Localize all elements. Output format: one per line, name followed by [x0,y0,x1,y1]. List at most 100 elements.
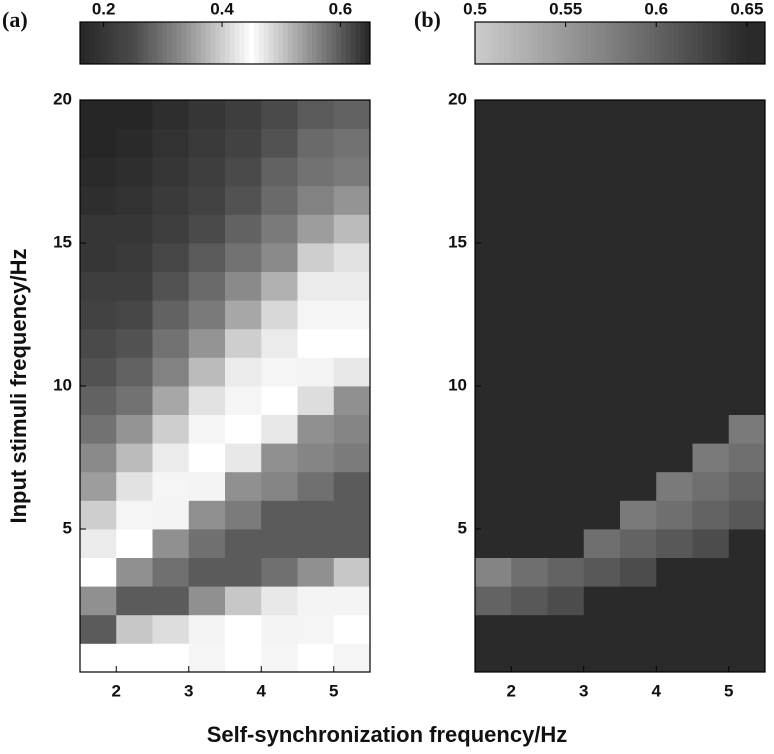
colorbar-tick-label: 0.6 [329,0,353,18]
heatmap-cell [261,128,298,158]
heatmap-cell [188,100,226,129]
colorbar-swatch [644,22,650,64]
colorbar-swatch [581,22,587,64]
heatmap-cell [656,557,693,587]
heatmap-cell [728,443,766,473]
heatmap-cell [547,386,585,415]
heatmap-cell [692,357,730,387]
heatmap-cell [692,300,730,330]
heatmap-cell [116,357,153,387]
heatmap-cell [656,100,693,129]
heatmap-cell [152,414,190,444]
heatmap-cell [583,157,621,187]
heatmap-cell [80,386,117,415]
heatmap-cell [297,529,335,558]
heatmap-cell [152,586,190,616]
colorbar-swatch [181,22,187,64]
colorbar-swatch [215,22,221,64]
heatmap-cell [692,128,730,158]
heatmap-cell [547,157,585,187]
heatmap-cell [116,128,153,158]
colorbar-swatch [191,22,197,64]
heatmap-cell [620,128,657,158]
heatmap-cell [620,157,657,187]
heatmap-cell [261,386,298,415]
heatmap-cell [620,185,657,215]
colorbar-swatch [479,22,486,64]
heatmap-cell [333,100,371,129]
heatmap-cell [188,128,226,158]
colorbar-swatch [571,22,577,64]
heatmap-cell [511,100,548,129]
heatmap-cell [475,243,512,272]
y-tick-label: 5 [458,518,467,537]
colorbar-swatch [321,22,327,64]
colorbar-swatch [624,22,631,64]
colorbar-swatch [104,22,110,64]
heatmap-cell [225,328,262,358]
colorbar-swatch [508,22,515,64]
heatmap-cell [547,443,585,473]
colorbar-swatch [639,22,645,64]
colorbar-swatch [697,22,703,64]
heatmap-cell [297,614,335,644]
heatmap-cell [656,157,693,187]
heatmap-cell [728,586,766,616]
colorbar-swatch [287,22,294,64]
colorbar-swatch [205,22,211,64]
colorbar-swatch [610,22,616,64]
x-tick-label: 3 [184,681,193,700]
heatmap-cell [80,614,117,644]
x-tick-label: 2 [507,681,516,700]
colorbar-swatch [475,22,481,64]
colorbar-swatch [755,22,761,64]
heatmap-cell [188,386,226,415]
heatmap-cell [297,300,335,330]
heatmap-cell [692,386,730,415]
heatmap-cell [728,243,766,272]
heatmap-cell [116,557,153,587]
heatmap-cell [116,271,153,301]
heatmap-cell [80,157,117,187]
heatmap-cell [333,529,371,558]
colorbar-swatch [316,22,323,64]
y-axis-label: Input stimuli frequency/Hz [6,248,31,523]
heatmap-cell [620,243,657,272]
heatmap-cell [333,328,371,358]
heatmap-cell [511,214,548,244]
heatmap-cell [116,643,153,673]
heatmap-cell [188,214,226,244]
heatmap-cell [620,586,657,616]
heatmap-cell [620,300,657,330]
heatmap-cell [333,271,371,301]
heatmap-cell [116,243,153,272]
colorbar-swatch [600,22,606,64]
heatmap-cell [692,586,730,616]
heatmap-cell [583,614,621,644]
heatmap-cell [225,529,262,558]
heatmap-cell [620,529,657,558]
heatmap-cell [547,586,585,616]
heatmap-cell [333,471,371,501]
heatmap-cell [261,357,298,387]
heatmap-cell [333,414,371,444]
heatmap-cell [583,443,621,473]
colorbar-swatch [658,22,664,64]
heatmap-cell [261,529,298,558]
colorbar-swatch [595,22,602,64]
colorbar-swatch [586,22,592,64]
colorbar-swatch [254,22,260,64]
heatmap-cell [225,471,262,501]
colorbar-swatch [292,22,298,64]
colorbar-swatch [94,22,100,64]
heatmap-cell [583,586,621,616]
heatmap-cell [80,128,117,158]
heatmap-cell [620,386,657,415]
colorbar-swatch [225,22,231,64]
heatmap-cell [116,529,153,558]
heatmap-cell [152,128,190,158]
heatmap-cell [80,243,117,272]
heatmap-cell [80,414,117,444]
y-tick-label: 20 [448,89,467,108]
heatmap-cell [297,357,335,387]
